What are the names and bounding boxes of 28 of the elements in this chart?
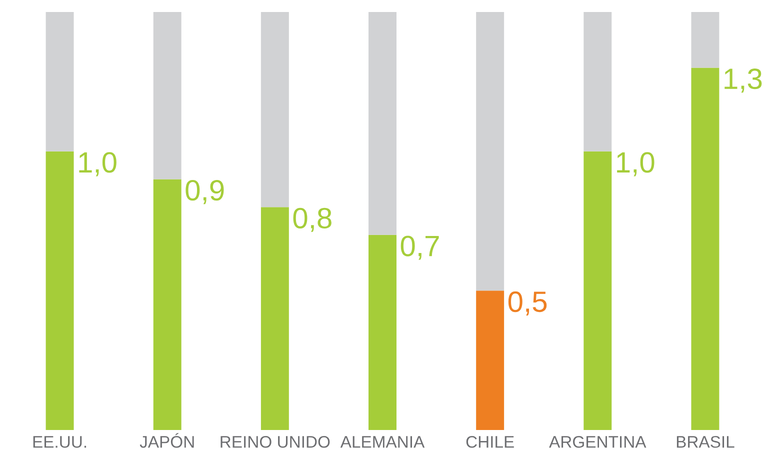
data-label: 0,9 xyxy=(186,180,224,204)
data-label: 1,0 xyxy=(79,152,116,176)
data-label: 0,5 xyxy=(508,291,547,316)
x-tick-label: EE.UU. xyxy=(33,436,86,448)
bar xyxy=(584,12,612,152)
bar xyxy=(260,12,289,208)
x-tick-label: JAPÓN xyxy=(140,433,194,448)
bar xyxy=(260,207,289,430)
bar xyxy=(691,12,720,68)
bar xyxy=(46,12,74,152)
x-tick-label: ALEMANIA xyxy=(340,436,425,448)
bar xyxy=(46,151,74,430)
bar xyxy=(153,12,182,180)
bar xyxy=(476,12,504,291)
bar xyxy=(368,12,396,235)
data-label: 0,8 xyxy=(293,208,332,232)
bar xyxy=(153,179,182,430)
data-label: 1,3 xyxy=(724,68,762,93)
bar xyxy=(584,151,612,430)
bar xyxy=(476,290,504,430)
bar xyxy=(691,68,720,430)
x-tick-label: ARGENTINA xyxy=(549,436,646,448)
data-label: 0,7 xyxy=(400,236,439,260)
data-label: 1,0 xyxy=(617,152,654,176)
bar xyxy=(368,234,396,430)
x-tick-label: CHILE xyxy=(466,436,514,448)
x-tick-label: BRASIL xyxy=(676,436,734,448)
x-tick-label: REINO UNIDO xyxy=(220,436,330,448)
